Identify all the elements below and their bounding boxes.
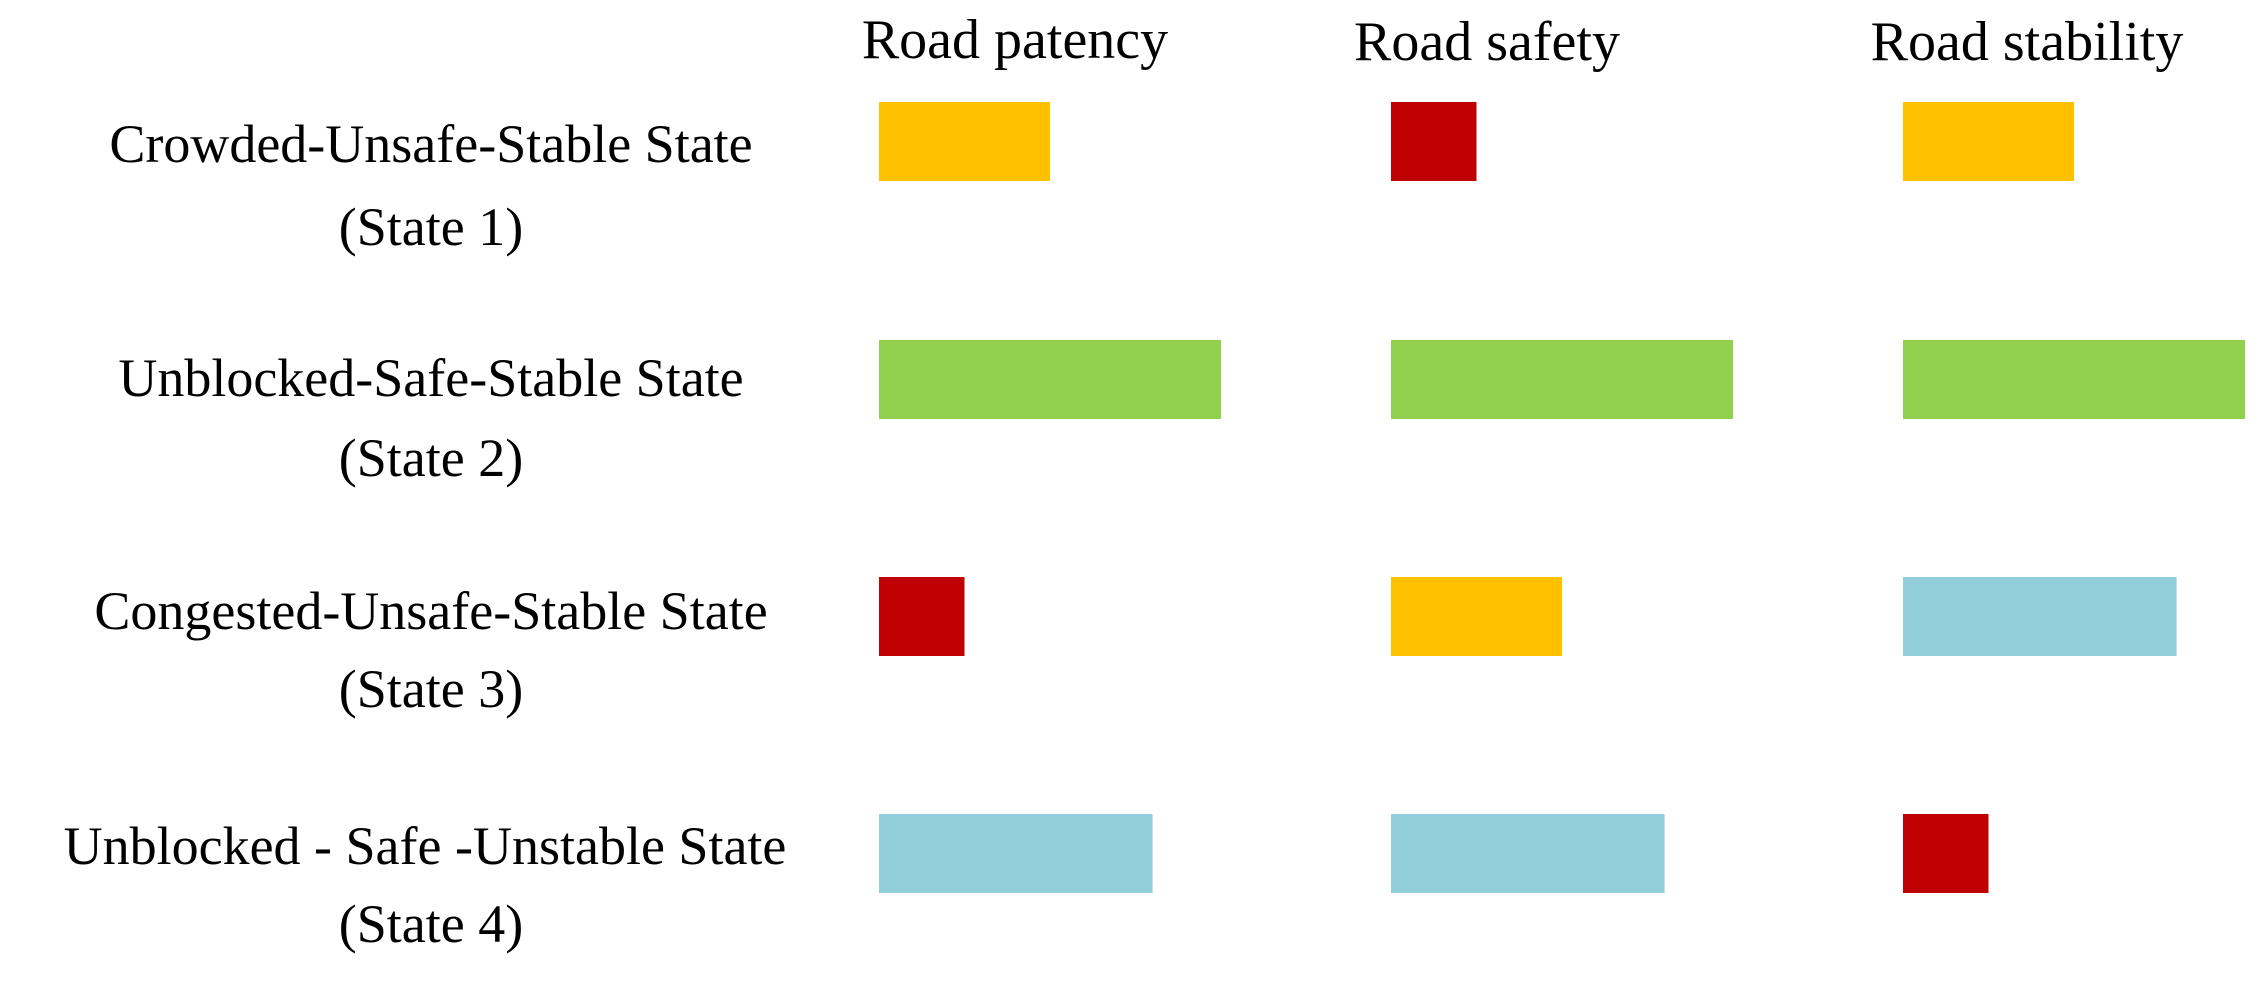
row-labels: Crowded-Unsafe-Stable State (State 1) Un… (64, 114, 787, 954)
bars-group (879, 102, 2245, 893)
bar-state-4-safety (1391, 814, 1665, 893)
bar-state-3-stability (1903, 577, 2177, 656)
bar-state-1-patency (879, 102, 1050, 181)
row-sublabel-state-2: (State 2) (339, 428, 523, 488)
bar-state-3-patency (879, 577, 965, 656)
row-sublabel-state-4: (State 4) (339, 894, 523, 954)
bar-state-2-safety (1391, 340, 1733, 419)
column-header-road-stability: Road stability (1871, 11, 2184, 73)
bar-state-2-patency (879, 340, 1221, 419)
bar-state-1-safety (1391, 102, 1477, 181)
column-headers: Road patency Road safety Road stability (862, 9, 2184, 73)
bar-state-3-safety (1391, 577, 1562, 656)
column-header-road-safety: Road safety (1354, 11, 1620, 73)
bar-state-1-stability (1903, 102, 2074, 181)
row-label-state-2: Unblocked-Safe-Stable State (118, 348, 743, 408)
row-sublabel-state-3: (State 3) (339, 659, 523, 719)
row-label-state-1: Crowded-Unsafe-Stable State (109, 114, 752, 174)
row-label-state-3: Congested-Unsafe-Stable State (94, 581, 767, 641)
row-sublabel-state-1: (State 1) (339, 197, 523, 257)
bar-state-2-stability (1903, 340, 2245, 419)
bar-state-4-patency (879, 814, 1153, 893)
column-header-road-patency: Road patency (862, 9, 1168, 71)
row-label-state-4: Unblocked - Safe -Unstable State (64, 816, 787, 876)
bar-state-4-stability (1903, 814, 1989, 893)
